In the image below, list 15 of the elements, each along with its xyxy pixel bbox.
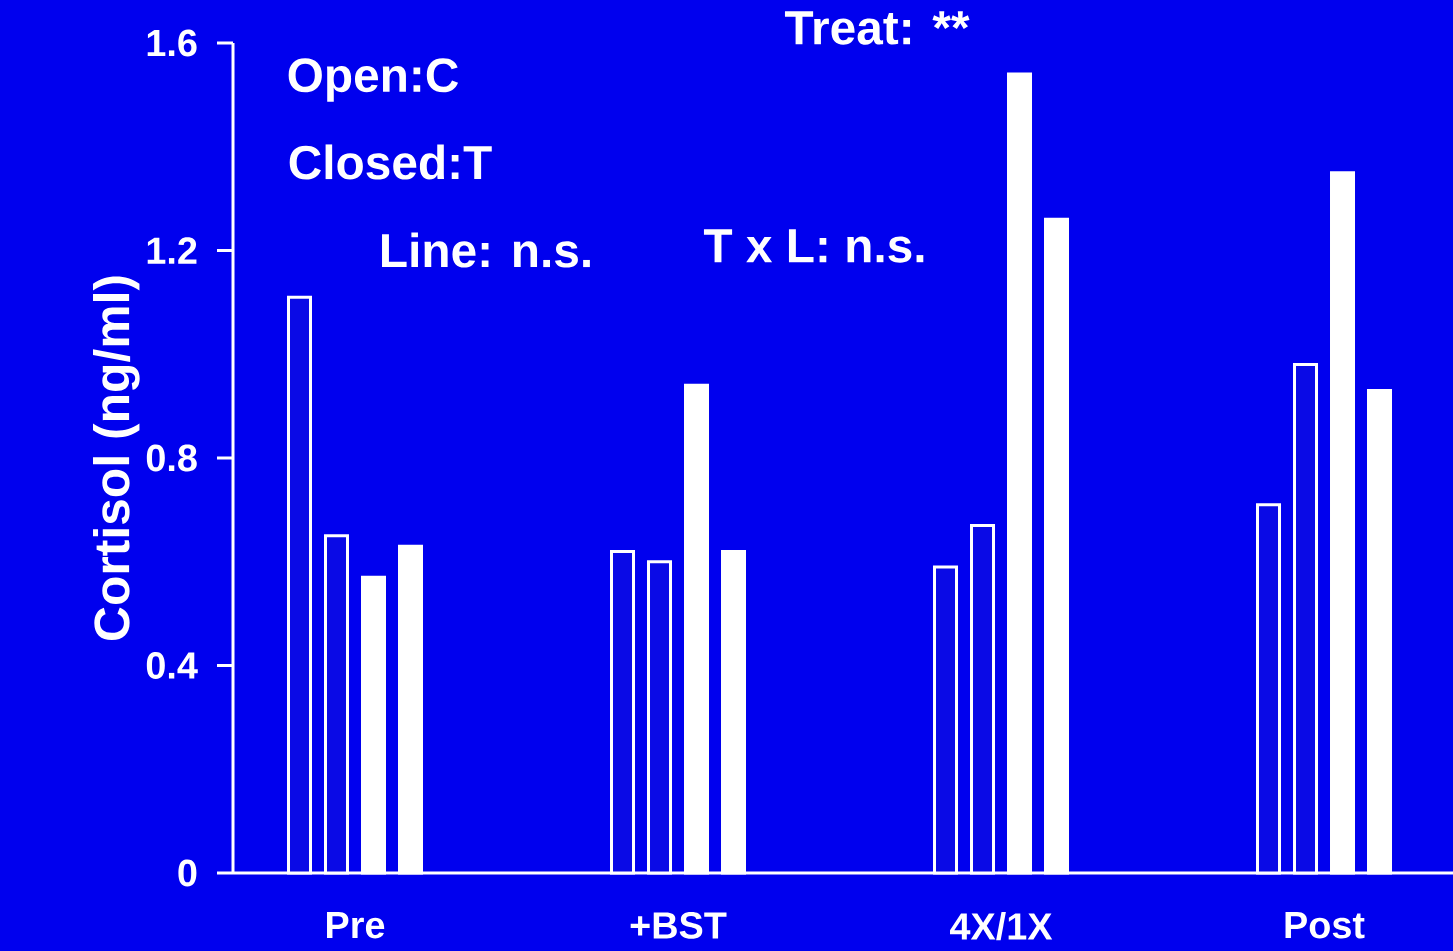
y-tick-label: 1.6 <box>147 29 197 57</box>
y-tick-label: 0 <box>178 859 197 887</box>
x-tick-label: Post <box>1285 912 1365 939</box>
annotation: T x L: n.s. <box>703 229 924 263</box>
x-tick-label: Pre <box>327 912 385 939</box>
y-tick-label: 0.8 <box>146 444 197 472</box>
annotation: Line: n.s. <box>382 232 590 268</box>
y-axis-title: Cortisol (ng/ml) <box>93 276 140 640</box>
annotation: Open:C <box>288 58 459 102</box>
annotation: Treat: ** <box>784 11 970 45</box>
y-tick-label: 0.4 <box>146 652 198 679</box>
x-tick-label: +BST <box>630 912 727 939</box>
x-tick-label: 4X/1X <box>950 912 1053 941</box>
y-tick-label: 1.2 <box>147 237 197 264</box>
annotation: Closed:T <box>289 144 492 180</box>
